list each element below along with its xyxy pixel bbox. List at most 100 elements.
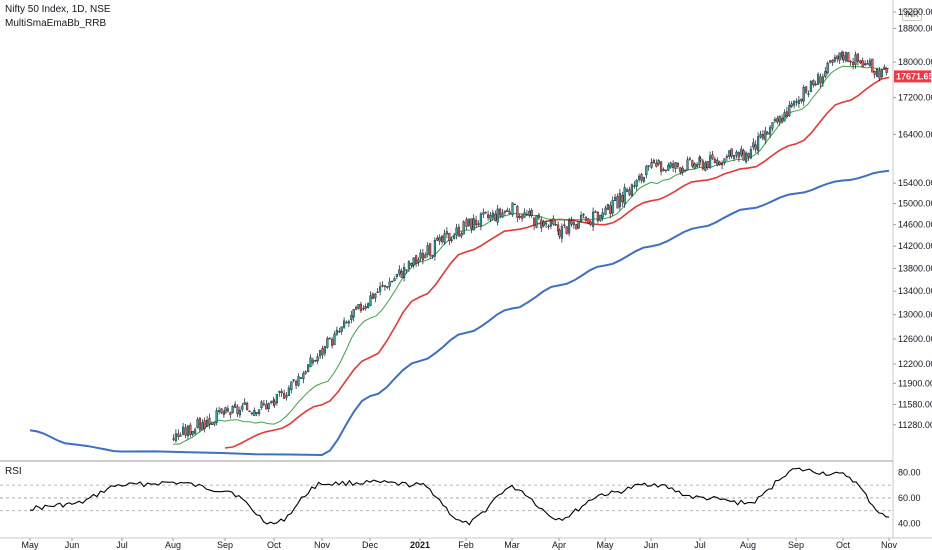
candle-up xyxy=(807,93,810,95)
candle-up xyxy=(412,257,415,266)
candle-up xyxy=(316,356,319,362)
price-tick-label: 17200.00 xyxy=(898,92,932,102)
candle-up xyxy=(362,308,365,310)
candle-down xyxy=(445,231,448,235)
candle-up xyxy=(438,237,441,242)
candle-down xyxy=(616,196,619,209)
rsi-tick-label: 80.00 xyxy=(898,467,921,477)
candle-up xyxy=(210,423,213,425)
candle-down xyxy=(450,239,453,241)
price-tick-label: 11280.00 xyxy=(898,420,932,430)
candle-up xyxy=(260,401,263,408)
rsi-line xyxy=(29,467,890,526)
candle-up xyxy=(369,295,372,306)
time-tick-label: Dec xyxy=(362,540,379,550)
rsi-tick-label: 60.00 xyxy=(898,493,921,503)
candle-down xyxy=(570,220,573,225)
candle-up xyxy=(258,409,261,415)
candle-up xyxy=(323,346,326,354)
time-tick-label: May xyxy=(596,540,614,550)
candle-up xyxy=(501,212,504,218)
candle-down xyxy=(429,243,432,256)
symbol-title[interactable]: Nifty 50 Index, 1D, NSE xyxy=(5,4,111,15)
candle-up xyxy=(278,391,281,393)
time-tick-label: Aug xyxy=(165,540,181,550)
candle-down xyxy=(552,218,555,225)
candle-up xyxy=(215,410,218,423)
candle-up xyxy=(681,167,684,173)
candle-down xyxy=(494,213,497,221)
candle-up xyxy=(224,407,227,414)
candle-up xyxy=(472,218,475,231)
candle-down xyxy=(311,359,314,364)
candle-up xyxy=(181,426,185,435)
candle-up xyxy=(749,149,752,159)
candle-up xyxy=(381,285,384,287)
indicator-name[interactable]: MultiSmaEmaBb_RRB xyxy=(5,18,107,29)
candle-up xyxy=(319,349,322,357)
candle-group xyxy=(172,50,888,443)
candle-down xyxy=(829,60,832,63)
candle-down xyxy=(487,214,490,218)
price-tick-label: 13400.00 xyxy=(898,286,932,296)
candle-up xyxy=(285,395,288,398)
candle-up xyxy=(253,410,256,416)
candle-up xyxy=(347,321,350,324)
time-tick-label: Nov xyxy=(314,540,331,550)
ema-mid-line xyxy=(224,76,890,449)
candle-up xyxy=(326,338,329,348)
candle-up xyxy=(645,166,648,176)
candle-down xyxy=(321,348,324,356)
rsi-pane-label[interactable]: RSI xyxy=(5,466,22,477)
candle-down xyxy=(781,117,784,123)
candle-down xyxy=(861,60,864,67)
last-price-label: 17671.65 xyxy=(896,71,932,81)
candle-up xyxy=(238,409,241,416)
candle-up xyxy=(633,185,636,187)
rsi-tick-label: 40.00 xyxy=(898,519,921,529)
time-tick-label: 2021 xyxy=(410,540,430,550)
candle-up xyxy=(594,211,597,213)
candle-up xyxy=(735,151,738,156)
candle-up xyxy=(635,179,638,187)
candle-up xyxy=(462,221,465,235)
candle-down xyxy=(355,307,358,310)
candle-up xyxy=(773,119,776,122)
candle-up xyxy=(745,152,748,162)
candle-down xyxy=(386,286,389,288)
candle-down xyxy=(359,303,362,312)
candle-down xyxy=(672,163,675,168)
candle-up xyxy=(771,122,774,129)
candle-down xyxy=(701,160,704,170)
candle-down xyxy=(184,427,187,436)
candle-down xyxy=(540,219,543,229)
candle-down xyxy=(873,71,876,75)
candle-down xyxy=(766,132,769,135)
time-tick-label: Nov xyxy=(881,540,898,550)
candle-down xyxy=(547,225,550,228)
candle-up xyxy=(374,293,377,299)
price-tick-label: 15400.00 xyxy=(898,178,932,188)
candle-down xyxy=(866,63,869,65)
candle-down xyxy=(518,215,521,218)
candle-up xyxy=(560,226,563,239)
candle-down xyxy=(545,223,548,225)
candle-up xyxy=(379,286,382,292)
candle-down xyxy=(503,210,506,213)
candle-down xyxy=(441,235,444,242)
price-tick-label: 19200.00 xyxy=(898,7,932,17)
candle-down xyxy=(785,111,788,118)
candle-up xyxy=(460,233,463,237)
candle-down xyxy=(250,412,253,414)
candle-down xyxy=(800,98,803,102)
price-tick-label: 15000.00 xyxy=(898,199,932,209)
candle-down xyxy=(660,161,663,172)
candle-down xyxy=(525,213,528,216)
candle-down xyxy=(575,224,578,230)
candle-up xyxy=(723,158,726,164)
price-tick-label: 14200.00 xyxy=(898,241,932,251)
candle-up xyxy=(757,136,760,151)
candle-down xyxy=(747,153,750,157)
candle-down xyxy=(516,206,519,218)
